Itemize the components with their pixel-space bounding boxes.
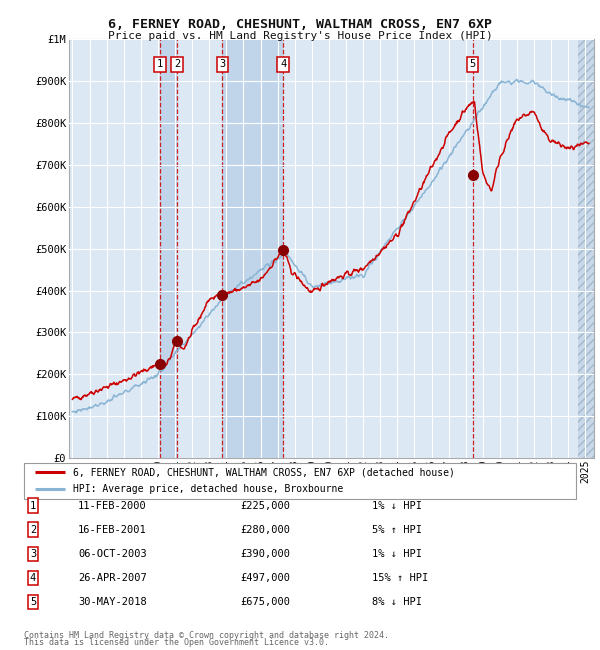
Text: 4: 4 — [280, 59, 286, 69]
Text: 6, FERNEY ROAD, CHESHUNT, WALTHAM CROSS, EN7 6XP: 6, FERNEY ROAD, CHESHUNT, WALTHAM CROSS,… — [108, 18, 492, 31]
Text: Price paid vs. HM Land Registry's House Price Index (HPI): Price paid vs. HM Land Registry's House … — [107, 31, 493, 41]
Text: 1: 1 — [157, 59, 163, 69]
Text: 6, FERNEY ROAD, CHESHUNT, WALTHAM CROSS, EN7 6XP (detached house): 6, FERNEY ROAD, CHESHUNT, WALTHAM CROSS,… — [73, 467, 454, 478]
Text: 26-APR-2007: 26-APR-2007 — [78, 573, 147, 583]
Text: 5: 5 — [470, 59, 476, 69]
Text: 1% ↓ HPI: 1% ↓ HPI — [372, 500, 422, 511]
Text: 30-MAY-2018: 30-MAY-2018 — [78, 597, 147, 607]
Text: 5% ↑ HPI: 5% ↑ HPI — [372, 525, 422, 535]
Text: 16-FEB-2001: 16-FEB-2001 — [78, 525, 147, 535]
Text: This data is licensed under the Open Government Licence v3.0.: This data is licensed under the Open Gov… — [24, 638, 329, 647]
Text: £280,000: £280,000 — [240, 525, 290, 535]
Text: 15% ↑ HPI: 15% ↑ HPI — [372, 573, 428, 583]
Text: 11-FEB-2000: 11-FEB-2000 — [78, 500, 147, 511]
Text: £675,000: £675,000 — [240, 597, 290, 607]
FancyBboxPatch shape — [24, 463, 576, 499]
Text: 8% ↓ HPI: 8% ↓ HPI — [372, 597, 422, 607]
Text: 3: 3 — [219, 59, 226, 69]
Text: 1: 1 — [30, 500, 36, 511]
Bar — [223, 39, 283, 458]
Text: £497,000: £497,000 — [240, 573, 290, 583]
Text: £390,000: £390,000 — [240, 549, 290, 559]
Text: 5: 5 — [30, 597, 36, 607]
Text: 06-OCT-2003: 06-OCT-2003 — [78, 549, 147, 559]
Text: £225,000: £225,000 — [240, 500, 290, 511]
Text: 1% ↓ HPI: 1% ↓ HPI — [372, 549, 422, 559]
Text: 2: 2 — [174, 59, 180, 69]
Bar — [578, 39, 594, 458]
Text: Contains HM Land Registry data © Crown copyright and database right 2024.: Contains HM Land Registry data © Crown c… — [24, 630, 389, 640]
Bar — [160, 39, 177, 458]
Text: 4: 4 — [30, 573, 36, 583]
Text: 3: 3 — [30, 549, 36, 559]
Text: HPI: Average price, detached house, Broxbourne: HPI: Average price, detached house, Brox… — [73, 484, 343, 494]
Text: 2: 2 — [30, 525, 36, 535]
